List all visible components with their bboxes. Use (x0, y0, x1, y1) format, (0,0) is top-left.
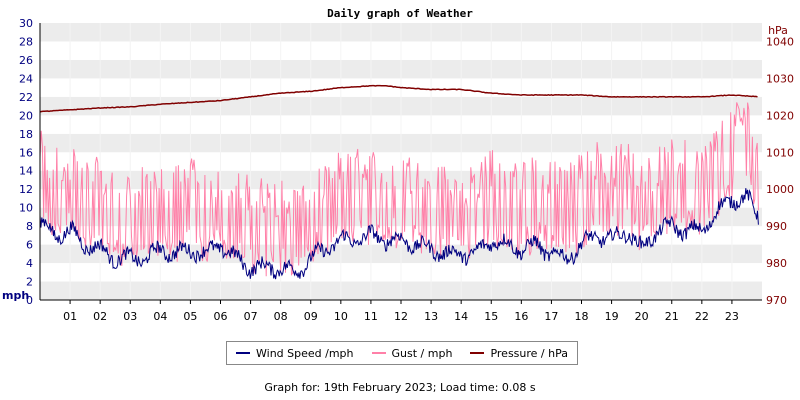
series-layer (39, 84, 759, 280)
ticks-layer: 0246810121416182022242628309709809901000… (19, 17, 794, 323)
y-right-tick-label: 990 (766, 220, 787, 233)
legend-item-wind-speed: Wind Speed /mph (236, 347, 354, 360)
x-tick-label: 09 (304, 310, 318, 323)
legend-label-pressure: Pressure / hPa (490, 346, 568, 360)
legend-swatch-pressure (470, 352, 485, 354)
x-tick-label: 17 (544, 310, 558, 323)
right-axis-unit-label: hPa (768, 24, 788, 37)
x-tick-label: 04 (153, 310, 167, 323)
y-right-tick-label: 1030 (766, 72, 794, 85)
y-left-tick-label: 26 (19, 54, 33, 67)
legend-item-gust: Gust / mph (371, 346, 453, 360)
y-left-tick-label: 10 (19, 202, 33, 215)
grid-bands (40, 23, 762, 300)
x-tick-label: 08 (274, 310, 288, 323)
series-line-pressure (39, 84, 758, 113)
x-tick-label: 14 (454, 310, 468, 323)
y-left-tick-label: 4 (26, 257, 33, 270)
x-tick-label: 13 (424, 310, 438, 323)
legend-item-pressure: Pressure / hPa (470, 347, 568, 360)
y-left-tick-label: 12 (19, 183, 33, 196)
x-tick-label: 15 (484, 310, 498, 323)
x-tick-label: 23 (725, 310, 739, 323)
x-tick-label: 16 (514, 310, 528, 323)
x-tick-label: 03 (123, 310, 137, 323)
y-right-tick-label: 1000 (766, 183, 794, 196)
legend-swatch-wind-speed (236, 352, 250, 354)
x-tick-label: 10 (334, 310, 348, 323)
x-tick-label: 11 (364, 310, 378, 323)
x-tick-label: 05 (183, 310, 197, 323)
y-left-tick-label: 0 (26, 294, 33, 307)
y-right-tick-label: 1010 (766, 146, 794, 159)
y-left-tick-label: 14 (19, 165, 33, 178)
series-line-wind-speed (39, 188, 759, 280)
x-tick-label: 19 (605, 310, 619, 323)
x-tick-label: 01 (63, 310, 77, 323)
y-left-tick-label: 22 (19, 91, 33, 104)
y-right-tick-label: 980 (766, 257, 787, 270)
y-left-tick-label: 30 (19, 17, 33, 30)
x-tick-label: 21 (665, 310, 679, 323)
legend-label-gust: Gust / mph (391, 346, 453, 360)
chart-title: Daily graph of Weather (327, 7, 473, 20)
x-tick-label: 06 (214, 310, 228, 323)
x-tick-label: 02 (93, 310, 107, 323)
left-axis-unit-label: mph (2, 289, 29, 302)
y-left-tick-label: 20 (19, 109, 33, 122)
y-right-tick-label: 1020 (766, 109, 794, 122)
x-tick-label: 12 (394, 310, 408, 323)
x-tick-label: 22 (695, 310, 709, 323)
legend: Wind Speed /mph Gust / mph Pressure / hP… (226, 341, 578, 365)
y-left-tick-label: 18 (19, 128, 33, 141)
y-left-tick-label: 16 (19, 146, 33, 159)
y-left-tick-label: 6 (26, 239, 33, 252)
legend-label-wind-speed: Wind Speed /mph (256, 346, 354, 360)
legend-swatch-gust (371, 352, 386, 354)
weather-chart: 0246810121416182022242628309709809901000… (2, 7, 794, 323)
graph-footer: Graph for: 19th February 2023; Load time… (264, 381, 536, 394)
y-left-tick-label: 8 (26, 220, 33, 233)
x-tick-label: 07 (244, 310, 258, 323)
y-left-tick-label: 2 (26, 276, 33, 289)
y-right-tick-label: 1040 (766, 35, 794, 48)
y-left-tick-label: 24 (19, 72, 33, 85)
y-left-tick-label: 28 (19, 35, 33, 48)
x-tick-label: 20 (635, 310, 649, 323)
x-tick-label: 18 (575, 310, 589, 323)
y-right-tick-label: 970 (766, 294, 787, 307)
